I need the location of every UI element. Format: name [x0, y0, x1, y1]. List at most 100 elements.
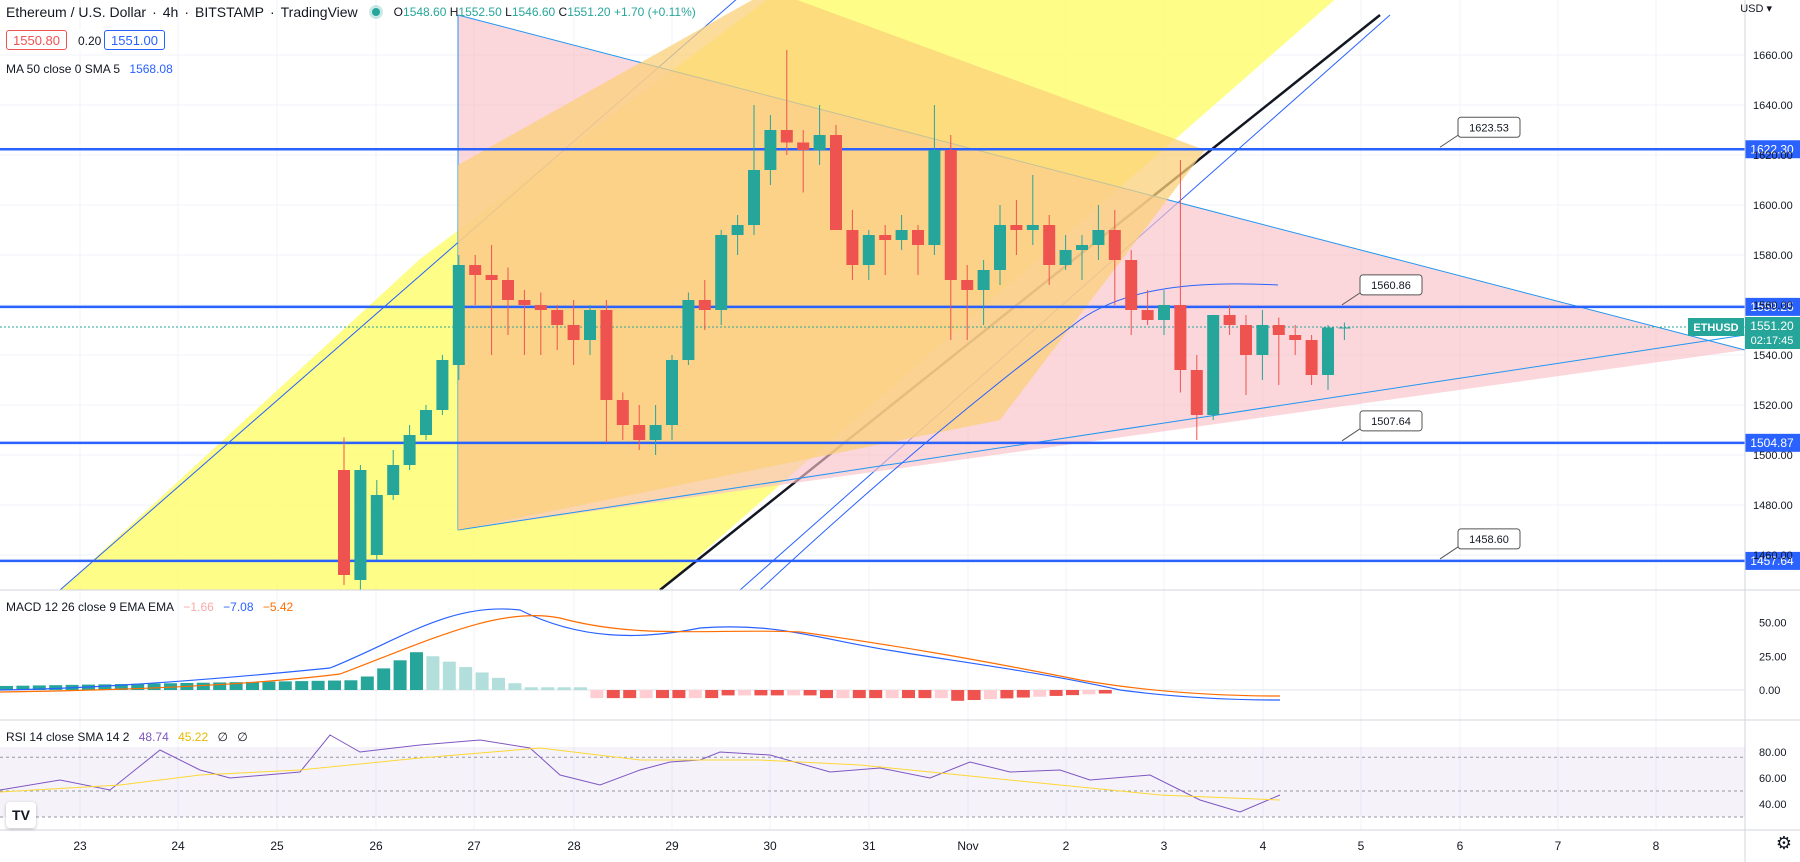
callout-pointer-3 — [1439, 546, 1459, 560]
candle-body-5 — [420, 410, 432, 435]
time-tick-10: 2 — [1063, 839, 1070, 853]
candle-body-21 — [682, 300, 695, 360]
rsi-legend[interactable]: RSI 14 close SMA 14 2 48.74 45.22 ∅ ∅ — [6, 730, 254, 744]
macd-tick-0: 0.00 — [1759, 685, 1780, 697]
candle-body-61 — [1338, 327, 1351, 329]
gear-icon[interactable]: ⚙ — [1775, 833, 1792, 853]
currency-selector[interactable]: USD ▾ — [1740, 3, 1772, 15]
macd-legend[interactable]: MACD 12 26 close 9 EMA EMA −1.66 −7.08 −… — [6, 600, 299, 614]
macd-hist-bar-30 — [492, 677, 505, 690]
ma50-line — [759, 283, 1279, 591]
macd-tick-1: 25.00 — [1759, 651, 1787, 663]
macd-hist-bar-36 — [590, 690, 604, 699]
candle-body-1 — [354, 470, 367, 580]
callout-box-0 — [1457, 116, 1521, 138]
macd-hist-bar-2 — [32, 685, 46, 690]
ma-value: 1568.08 — [129, 62, 173, 76]
symbol-name[interactable]: Ethereum / U.S. Dollar — [6, 4, 147, 20]
macd-hist-bar-0 — [0, 685, 13, 690]
candle-body-45 — [1076, 245, 1088, 250]
macd-hist-bar-65 — [1066, 690, 1079, 696]
macd-hist-bar-60 — [984, 690, 997, 700]
callout-box-1 — [1359, 274, 1423, 296]
callout-text-3: 1458.60 — [1469, 534, 1509, 546]
countdown-text: 02:17:45 — [1751, 335, 1794, 347]
sell-button[interactable]: 1550.80 — [6, 30, 67, 50]
level-axis-text-3: 1457.64 — [1750, 554, 1794, 568]
macd-tick-2: 50.00 — [1759, 618, 1787, 630]
candle-body-23 — [715, 235, 728, 310]
macd-hist-bar-42 — [688, 690, 702, 699]
candle-body-53 — [1207, 315, 1220, 415]
rsi-extra-2: ∅ — [237, 730, 248, 744]
rsi-sma-value: 45.22 — [178, 730, 209, 744]
candle-body-4 — [403, 435, 416, 465]
macd-hist-bar-17 — [278, 681, 292, 690]
callout-pointer-1 — [1341, 292, 1361, 306]
close-value: 1551.20 — [567, 5, 611, 19]
chart-header: Ethereum / U.S. Dollar · 4h · BITSTAMP ·… — [6, 4, 696, 20]
macd-hist-bar-53 — [869, 690, 883, 699]
candle-body-20 — [666, 360, 678, 425]
callout-pointer-2 — [1341, 428, 1361, 442]
rsi-sma-line — [0, 747, 1281, 801]
time-tick-2: 25 — [270, 839, 284, 853]
time-tick-16: 8 — [1653, 839, 1660, 853]
candle-body-39 — [977, 270, 990, 290]
candle-body-56 — [1256, 325, 1269, 355]
last-price-tag — [1745, 317, 1800, 349]
macd-hist-bar-8 — [131, 683, 145, 690]
macd-hist-bar-45 — [738, 690, 751, 696]
macd-hist-bar-64 — [1049, 690, 1063, 696]
interval-label[interactable]: 4h — [162, 4, 179, 20]
candle-body-48 — [1125, 260, 1138, 310]
ma-legend[interactable]: MA 50 close 0 SMA 5 1568.08 — [6, 62, 179, 76]
macd-hist-bar-22 — [360, 676, 374, 690]
time-tick-5: 28 — [567, 839, 581, 853]
candle-body-7 — [452, 265, 465, 365]
price-tick-5: 1560.00 — [1753, 300, 1793, 312]
candle-body-60 — [1322, 327, 1334, 375]
candle-body-31 — [846, 230, 859, 265]
callout-box-3 — [1457, 528, 1521, 550]
macd-hist-bar-50 — [820, 690, 833, 699]
tradingview-logo[interactable]: TV — [6, 802, 36, 828]
candle-body-15 — [584, 310, 596, 340]
candle-body-24 — [731, 225, 744, 235]
time-tick-6: 29 — [665, 839, 679, 853]
high-value: 1552.50 — [458, 5, 502, 19]
macd-hist-bar-59 — [967, 690, 981, 700]
time-tick-8: 31 — [862, 839, 876, 853]
macd-signal-line — [0, 614, 1281, 697]
price-tick-7: 1600.00 — [1753, 200, 1793, 212]
macd-hist-bar-63 — [1033, 690, 1047, 697]
macd-hist-bar-24 — [393, 660, 407, 690]
macd-hist-bar-56 — [918, 690, 932, 699]
macd-hist-bar-47 — [770, 690, 784, 696]
macd-hist-bar-40 — [656, 690, 669, 699]
candle-body-47 — [1108, 230, 1121, 260]
macd-hist-bar-6 — [98, 684, 112, 690]
candle-body-29 — [813, 135, 826, 150]
buy-button[interactable]: 1551.00 — [104, 30, 165, 50]
macd-hist-bar-66 — [1082, 690, 1096, 695]
time-tick-11: 3 — [1161, 839, 1168, 853]
callout-text-2: 1507.64 — [1371, 416, 1411, 428]
candle-body-12 — [534, 305, 547, 310]
macd-hist-value: −1.66 — [183, 600, 214, 614]
time-tick-15: 7 — [1555, 839, 1562, 853]
candle-body-55 — [1240, 325, 1252, 355]
macd-hist-bar-29 — [475, 672, 489, 690]
candle-body-35 — [912, 230, 924, 245]
candle-body-52 — [1190, 370, 1203, 415]
level-axis-text-0: 1622.30 — [1750, 142, 1794, 156]
macd-hist-bar-31 — [508, 683, 522, 690]
price-tick-3: 1520.00 — [1753, 400, 1793, 412]
rsi-tick-0: 40.00 — [1759, 799, 1787, 811]
callout-pointer-0 — [1439, 134, 1459, 148]
level-axis-tag-0 — [1745, 140, 1800, 159]
candle-body-37 — [944, 150, 957, 280]
candle-body-44 — [1059, 250, 1072, 265]
